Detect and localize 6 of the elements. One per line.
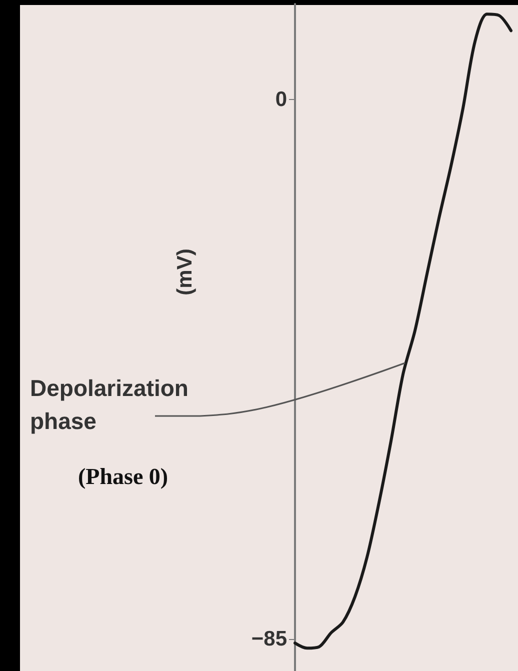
y-tick-label: −85 (251, 628, 288, 651)
text: Depolarization phase (30, 374, 188, 436)
line-series (294, 12, 512, 650)
y-tick-label: 0 (275, 88, 287, 111)
y-axis-title: (mV) (173, 248, 198, 296)
text: (Phase 0) (78, 464, 168, 490)
